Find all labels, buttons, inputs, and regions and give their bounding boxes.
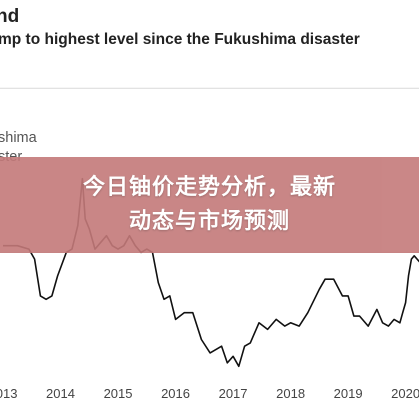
chart-subtitle-fragment: mp to highest level since the Fukushima …: [0, 31, 360, 48]
x-tick-label-2015: 2015: [104, 386, 133, 401]
x-tick-label-2018: 2018: [276, 386, 305, 401]
x-tick-label-2016: 2016: [161, 386, 190, 401]
annotation-line-1: shima: [0, 130, 38, 146]
x-tick-label-2014: 2014: [46, 386, 75, 401]
x-tick-label-2019: 2019: [334, 386, 363, 401]
chart-title-fragment: nd: [0, 6, 19, 27]
banner-title-line-1: 今日铀价走势分析，最新: [82, 175, 336, 200]
x-tick-label-2017: 2017: [219, 386, 248, 401]
article-title-banner: 今日铀价走势分析，最新 动态与市场预测: [0, 157, 419, 253]
x-tick-label-2013: 2013: [0, 386, 17, 401]
x-axis-ticks: 2013 2014 2015 2016 2017 2018 2019 2020: [0, 386, 419, 401]
banner-title-line-2: 动态与市场预测: [128, 209, 290, 234]
x-tick-label-2020: 2020: [391, 386, 419, 401]
